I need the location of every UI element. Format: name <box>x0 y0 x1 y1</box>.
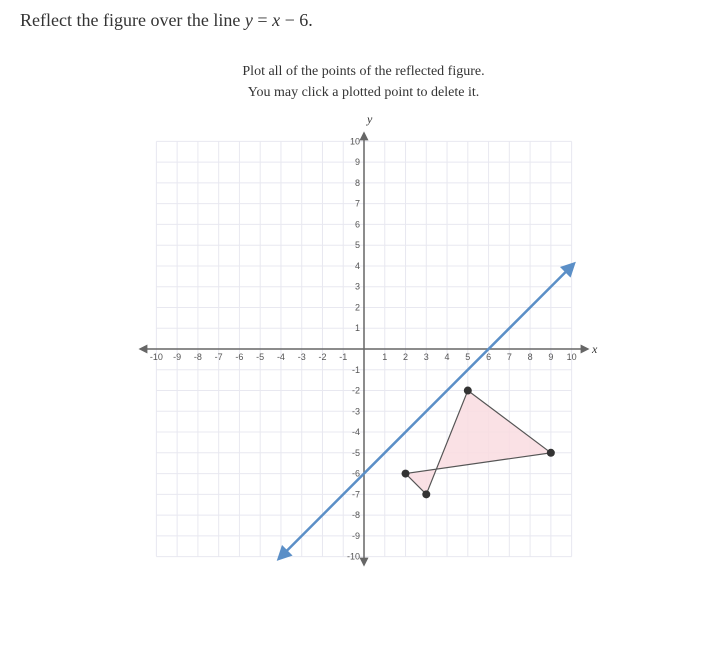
question-text: Reflect the figure over the line y = x −… <box>20 10 707 31</box>
x-tick-label: 9 <box>548 352 553 362</box>
y-tick-label: 1 <box>354 323 359 333</box>
x-tick-label: 4 <box>444 352 449 362</box>
y-tick-label: 10 <box>349 136 359 146</box>
x-tick-label: -10 <box>149 352 162 362</box>
x-tick-label: -2 <box>318 352 326 362</box>
y-tick-label: -5 <box>351 448 359 458</box>
y-tick-label: -10 <box>346 552 359 562</box>
instructions-line1: Plot all of the points of the reflected … <box>20 61 707 82</box>
y-tick-label: -7 <box>351 489 359 499</box>
instructions-line2: You may click a plotted point to delete … <box>20 82 707 103</box>
y-tick-label: 5 <box>354 240 359 250</box>
x-tick-label: 3 <box>423 352 428 362</box>
instructions: Plot all of the points of the reflected … <box>20 61 707 103</box>
y-tick-label: 9 <box>354 157 359 167</box>
eq-part2: − 6. <box>280 10 313 30</box>
x-tick-label: -6 <box>235 352 243 362</box>
x-tick-label: -7 <box>214 352 222 362</box>
y-tick-label: 6 <box>354 219 359 229</box>
y-tick-label: 3 <box>354 282 359 292</box>
coordinate-grid[interactable]: -10-10-9-9-8-8-7-7-6-6-5-5-4-4-3-3-2-2-1… <box>124 109 604 589</box>
y-tick-label: 7 <box>354 199 359 209</box>
x-tick-label: 1 <box>382 352 387 362</box>
y-tick-label: 4 <box>354 261 359 271</box>
x-tick-label: 10 <box>566 352 576 362</box>
y-tick-label: -1 <box>351 365 359 375</box>
y-tick-label: 8 <box>354 178 359 188</box>
x-tick-label: -8 <box>193 352 201 362</box>
x-tick-label: 7 <box>506 352 511 362</box>
y-tick-label: -9 <box>351 531 359 541</box>
x-tick-label: -1 <box>339 352 347 362</box>
x-tick-label: -9 <box>173 352 181 362</box>
x-axis-label: x <box>591 342 598 356</box>
y-tick-label: 2 <box>354 302 359 312</box>
y-tick-label: -3 <box>351 406 359 416</box>
eq-x: x <box>272 10 280 30</box>
figure-vertex[interactable] <box>401 470 409 478</box>
y-tick-label: -8 <box>351 510 359 520</box>
figure-vertex[interactable] <box>463 387 471 395</box>
x-tick-label: -5 <box>256 352 264 362</box>
x-tick-label: 8 <box>527 352 532 362</box>
eq-y: y <box>245 10 253 30</box>
figure-vertex[interactable] <box>422 490 430 498</box>
x-tick-label: -4 <box>276 352 284 362</box>
y-axis-label: y <box>366 112 373 126</box>
x-tick-label: 2 <box>403 352 408 362</box>
x-tick-label: -3 <box>297 352 305 362</box>
y-tick-label: -4 <box>351 427 359 437</box>
figure-vertex[interactable] <box>546 449 554 457</box>
x-tick-label: 6 <box>486 352 491 362</box>
figure-polygon[interactable] <box>405 391 550 495</box>
y-tick-label: -2 <box>351 386 359 396</box>
eq-part1: = <box>253 10 272 30</box>
x-tick-label: 5 <box>465 352 470 362</box>
grid-svg[interactable]: -10-10-9-9-8-8-7-7-6-6-5-5-4-4-3-3-2-2-1… <box>124 109 604 589</box>
question-prefix: Reflect the figure over the line <box>20 10 245 30</box>
